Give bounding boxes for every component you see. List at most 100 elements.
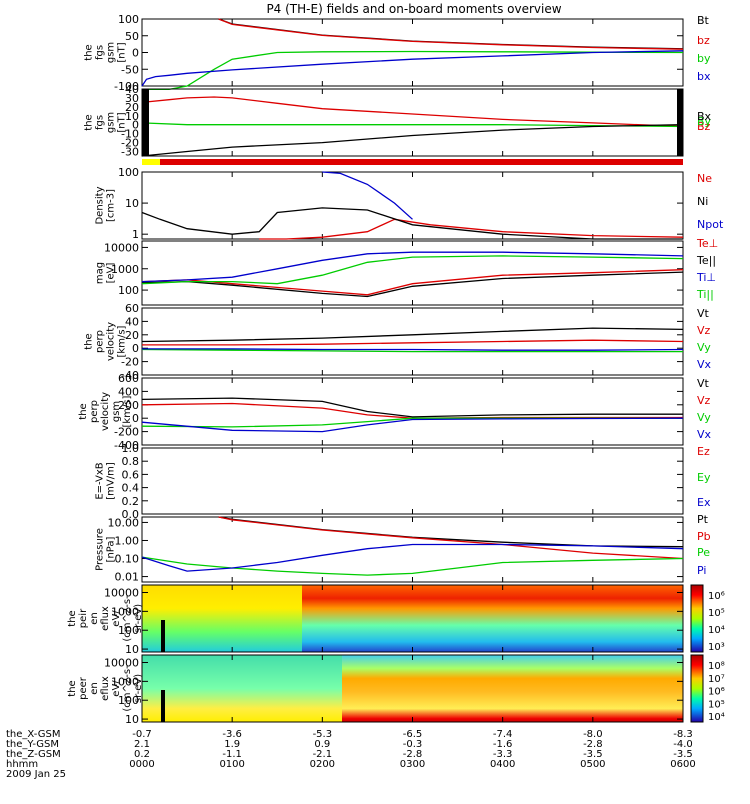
colorbar-tick-label: 10⁵	[708, 608, 725, 619]
series-line-Bt	[218, 18, 684, 50]
axis-value: 0300	[400, 759, 425, 770]
legend-entry: Ez	[697, 445, 710, 458]
legend-entry: Te||	[696, 254, 716, 267]
y-tick-label: 0	[132, 412, 139, 425]
legend-entry: Pe	[697, 546, 710, 559]
axis-value: -3.3	[493, 749, 513, 760]
series-line-Vz	[141, 402, 683, 419]
legend-entry: bz	[697, 34, 710, 47]
y-tick-label: 100	[118, 624, 139, 637]
y-tick-label: 30	[125, 92, 139, 105]
axis-value: 0600	[670, 759, 695, 770]
legend-entry: Pi	[697, 564, 706, 577]
legend-entry: Ti⊥	[696, 271, 716, 284]
colorbar-tick-label: 10⁴	[708, 712, 725, 723]
y-axis-label: gsm	[106, 42, 117, 63]
y-axis-label: fgs	[95, 115, 106, 130]
series-line-Ni	[141, 207, 683, 240]
series-line-Pb	[218, 516, 684, 560]
legend-entry: Vz	[697, 324, 711, 337]
colorbar-tick-label: 10⁸	[708, 661, 725, 672]
legend-entry: by	[697, 52, 711, 65]
axis-value: -2.1	[313, 749, 333, 760]
series-line-Npot	[322, 171, 413, 220]
panel-efield: 1.00.80.60.40.20.0 E=-VxB [mV/m] Ez Ey Ex	[95, 442, 711, 521]
legend-entry: Vz	[697, 394, 711, 407]
y-axis-label: Pressure	[95, 528, 106, 571]
legend-entry: Vy	[697, 411, 711, 424]
series-line-Vy	[141, 348, 683, 353]
legend-entry: Npot	[697, 218, 724, 231]
series-line-Vt	[141, 397, 683, 418]
y-axis-label: eflux	[100, 606, 111, 631]
axis-value: -6.5	[403, 729, 423, 740]
axis-value: 0200	[310, 759, 335, 770]
series-line-By	[141, 122, 684, 128]
colorbar-tick-label: 10⁷	[708, 674, 725, 685]
y-axis-label: velocity	[106, 322, 117, 361]
y-axis-label: sr-eV)	[133, 674, 144, 703]
y-tick-label: 200	[118, 399, 139, 412]
data-gap-marker	[161, 690, 165, 722]
axis-row-label: the_Z-GSM	[6, 749, 61, 760]
axis-value: -2.8	[583, 739, 603, 750]
legend-entry: Ey	[697, 471, 711, 484]
series-line-Pe	[141, 556, 684, 576]
axis-value: -7.4	[493, 729, 513, 740]
y-tick-label: -40	[121, 369, 139, 382]
y-axis-label: [nT]	[117, 112, 128, 132]
series-line-Vz	[142, 339, 684, 346]
series-line-Bz	[141, 96, 684, 128]
y-tick-label: -200	[114, 426, 139, 439]
axis-value: 0000	[129, 759, 154, 770]
y-tick-label: -30	[121, 146, 139, 159]
axis-value: -8.3	[673, 729, 693, 740]
y-axis-label: peir	[78, 608, 89, 628]
spectrogram-electron-left	[142, 655, 342, 722]
legend-entry: Vx	[697, 358, 712, 371]
legend-entry: Vy	[697, 341, 711, 354]
status-bar-yellow	[142, 159, 160, 165]
y-tick-label: 20	[125, 329, 139, 342]
y-axis-label: fgs	[95, 45, 106, 60]
y-axis-label: [cm-3]	[106, 189, 117, 222]
y-tick-label: 10	[125, 713, 139, 726]
y-axis-label: eflux	[100, 676, 111, 701]
axis-value: -2.8	[403, 749, 423, 760]
y-tick-label: -100	[114, 80, 139, 93]
series-line-Pi	[141, 543, 684, 572]
y-axis-label: the	[67, 610, 78, 626]
y-tick-label: 0	[132, 119, 139, 132]
axis-row-label: 2009 Jan 25	[6, 769, 66, 780]
y-tick-label: 0.10	[115, 553, 140, 566]
legend-entry: Pt	[697, 513, 709, 526]
colorbar-tick-label: 10⁶	[708, 591, 725, 602]
y-tick-label: 0.4	[122, 482, 140, 495]
y-axis-label: peer	[78, 676, 89, 700]
y-axis-label: Density	[95, 186, 106, 224]
legend-entry: bx	[697, 70, 711, 83]
y-axis-label: [mV/m]	[106, 462, 117, 500]
legend-entry: Vt	[697, 307, 710, 320]
legend-entry: Vx	[697, 428, 712, 441]
panel-frame	[141, 171, 684, 240]
spectrogram-ion-right	[302, 585, 683, 652]
legend-entry: Pb	[697, 530, 711, 543]
y-tick-label: 40	[125, 83, 139, 96]
y-tick-label: -20	[121, 356, 139, 369]
y-axis-label: the	[84, 114, 95, 130]
y-tick-label: 0.2	[122, 495, 140, 508]
y-tick-label: 1.00	[115, 534, 140, 547]
colorbar	[690, 584, 704, 653]
y-axis-label: the	[84, 44, 95, 60]
edge-bar-left	[142, 89, 149, 156]
panel-pressure: 10.00 1.00 0.10 0.01 Pressure [nPa] Pt Pb Pe Pi	[95, 513, 711, 584]
colorbar-tick-label: 10⁶	[708, 687, 725, 698]
axis-row-label: hhmm	[6, 759, 38, 770]
y-tick-label: 1000	[111, 263, 139, 276]
panel-frame	[141, 447, 684, 515]
y-axis-label: [km/s]	[122, 395, 133, 427]
axis-value: -1.6	[493, 739, 513, 750]
